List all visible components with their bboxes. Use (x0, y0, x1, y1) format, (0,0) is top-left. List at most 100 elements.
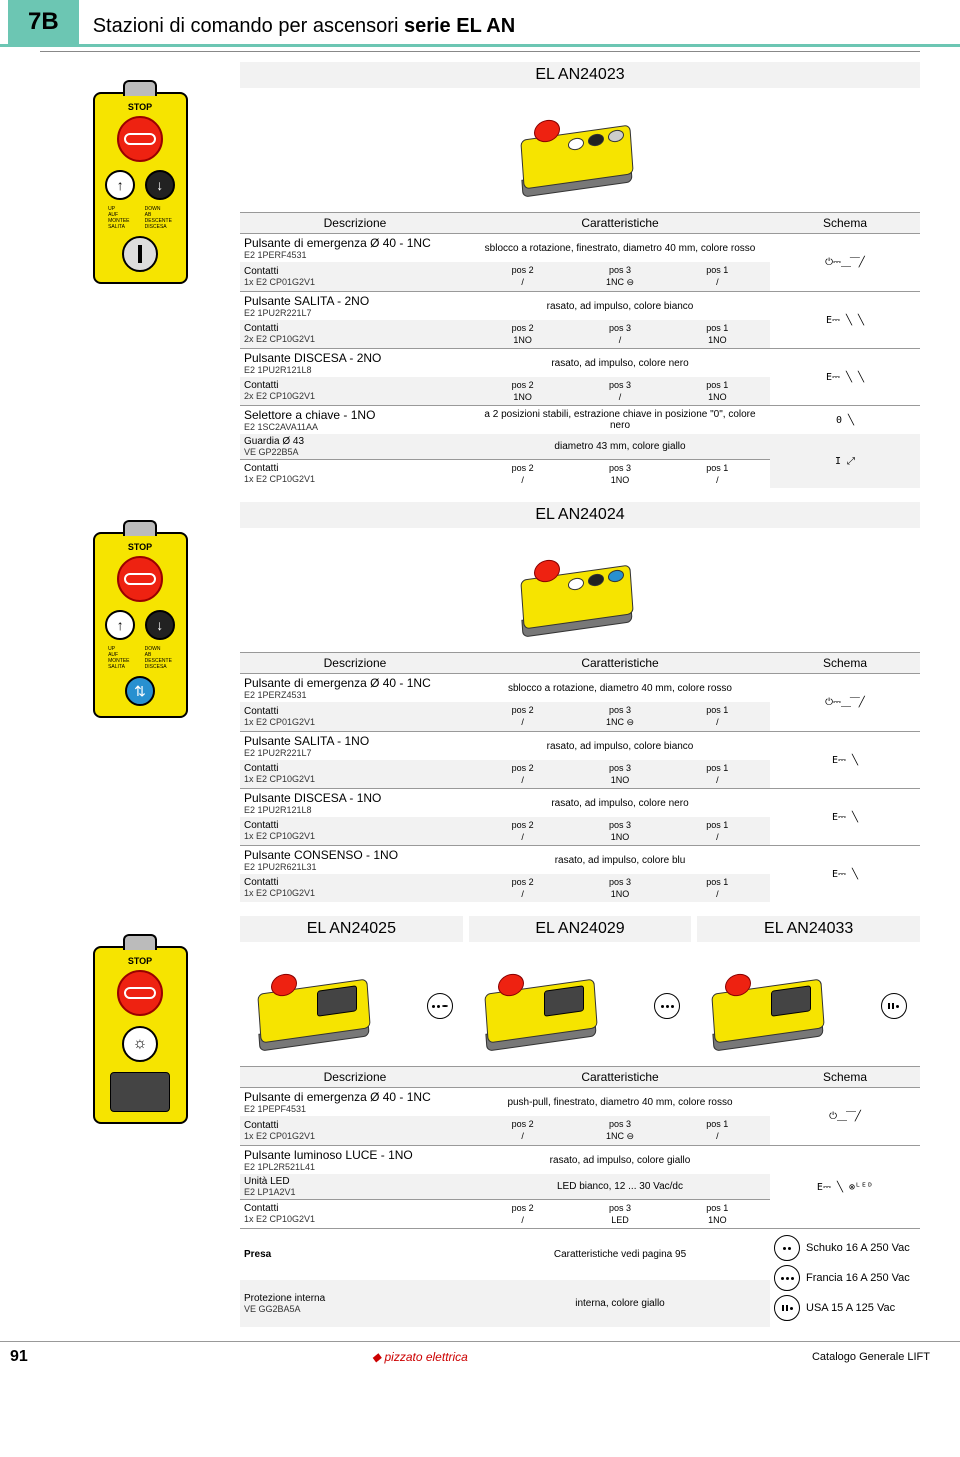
pos-val: 1NC ⊖ (571, 716, 668, 729)
presa-char: Caratteristiche vedi pagina 95 (470, 1229, 770, 1281)
row-char: diametro 43 mm, colore giallo (470, 434, 770, 460)
pos-val: 1NC ⊖ (571, 276, 668, 289)
product-iso-image (240, 532, 920, 652)
th-char: Caratteristiche (470, 653, 770, 674)
pos-lbl: pos 2 (474, 322, 571, 334)
row-char: rasato, ad impulso, colore nero (470, 349, 770, 378)
row-char: rasato, ad impulso, colore blu (470, 846, 770, 875)
pos-val: 1NO (474, 391, 571, 403)
row-desc: Pulsante luminoso LUCE - 1NO (244, 1148, 466, 1162)
title-pre: Stazioni di comando per ascensori (93, 15, 404, 37)
row-desc: Guardia Ø 43 (244, 436, 466, 447)
stop-label: STOP (101, 542, 180, 552)
row-char: rasato, ad impulso, colore nero (470, 789, 770, 818)
row-code: E2 1PU2R121L8 (244, 365, 466, 375)
schema-icon: ⏻⎓⎽⎺╱ (770, 234, 920, 292)
pos-lbl: pos 3 (571, 1202, 668, 1214)
row-desc: Pulsante DISCESA - 1NO (244, 791, 466, 805)
pos-val: 1NC ⊖ (571, 1130, 668, 1143)
pos-val: / (571, 391, 668, 403)
plug-schuko-icon (427, 993, 453, 1019)
schema-icon: ⏻⎽⎺╱ (770, 1088, 920, 1146)
pos-lbl: pos 1 (669, 1118, 766, 1130)
product-code: EL AN24024 (240, 502, 920, 528)
protezione-code: VE GG2BA5A (244, 1304, 466, 1314)
row-desc: Selettore a chiave - 1NO (244, 408, 466, 422)
schema-icon: E⎓ ╲ ╲ (770, 292, 920, 349)
pos-val: 1NO (669, 1214, 766, 1226)
contatti-code: 1x E2 CP10G2V1 (244, 831, 315, 841)
stop-button-icon (117, 116, 163, 162)
row-code: VE GP22B5A (244, 447, 466, 457)
row-desc: Pulsante di emergenza Ø 40 - 1NC (244, 676, 466, 690)
row-code: E2 1PU2R621L31 (244, 862, 466, 872)
pos-lbl: pos 1 (669, 704, 766, 716)
th-schema: Schema (770, 653, 920, 674)
row-desc: Unità LED (244, 1176, 466, 1187)
row-code: E2 1PEPF4531 (244, 1104, 466, 1114)
pos-lbl: pos 2 (474, 264, 571, 276)
socket-icon (110, 1072, 170, 1112)
pos-lbl: pos 1 (669, 819, 766, 831)
product-iso-image (240, 92, 920, 212)
pos-val: 1NO (571, 831, 668, 843)
stop-label: STOP (101, 102, 180, 112)
row-desc: Pulsante di emergenza Ø 40 - 1NC (244, 236, 466, 250)
micro-labels: UPAUFMONTEESALITADOWNABDESCENTEDISCESA (101, 646, 180, 670)
spec-table-3: DescrizioneCaratteristicheSchema Pulsant… (240, 1066, 920, 1327)
plug-usa-icon (881, 993, 907, 1019)
pos-lbl: pos 2 (474, 819, 571, 831)
row-char: rasato, ad impulso, colore bianco (470, 732, 770, 761)
row-code: E2 1PERZ4531 (244, 690, 466, 700)
pos-val: 1NO (669, 334, 766, 346)
contatti-code: 1x E2 CP01G2V1 (244, 277, 315, 287)
pos-lbl: pos 3 (571, 1118, 668, 1130)
plug-row: Francia 16 A 250 Vac (774, 1265, 916, 1291)
pos-lbl: pos 2 (474, 1202, 571, 1214)
schema-icon: E⎓ ╲ (770, 732, 920, 789)
row-desc: Pulsante di emergenza Ø 40 - 1NC (244, 1090, 466, 1104)
pos-lbl: pos 1 (669, 762, 766, 774)
plug-label: Francia 16 A 250 Vac (806, 1272, 910, 1284)
divider (40, 51, 920, 52)
row-code: E2 1PL2R521L41 (244, 1162, 466, 1172)
row-char: sblocco a rotazione, diametro 40 mm, col… (470, 674, 770, 703)
contatti-label: Contatti (244, 463, 278, 474)
plug-schuko-icon (774, 1235, 800, 1261)
light-button-icon: ☼ (122, 1026, 158, 1062)
schema-icon: I ⤢ (770, 434, 920, 488)
contatti-code: 1x E2 CP01G2V1 (244, 1131, 315, 1141)
schema-icon: ⏻⎓⎽⎺╱ (770, 674, 920, 732)
pos-val: / (474, 716, 571, 729)
product-code: EL AN24023 (240, 62, 920, 88)
pos-val: / (669, 888, 766, 900)
th-char: Caratteristiche (470, 1067, 770, 1088)
contatti-label: Contatti (244, 1203, 278, 1214)
pos-val: / (474, 831, 571, 843)
protezione-label: Protezione interna (244, 1293, 466, 1304)
pos-lbl: pos 3 (571, 379, 668, 391)
page-footer: 91 ◆ pizzato elettrica Catalogo Generale… (0, 1341, 960, 1372)
product-code: EL AN24029 (469, 916, 692, 942)
page-title: Stazioni di comando per ascensori serie … (79, 7, 515, 44)
row-code: E2 1PU2R221L7 (244, 748, 466, 758)
contatti-label: Contatti (244, 266, 278, 277)
pos-val: / (669, 474, 766, 486)
plug-label: Schuko 16 A 250 Vac (806, 1242, 910, 1254)
section-an24023: STOP ↑ ↓ UPAUFMONTEESALITADOWNABDESCENTE… (40, 62, 920, 488)
page-header: 7B Stazioni di comando per ascensori ser… (0, 0, 960, 47)
section-tab: 7B (8, 0, 79, 44)
stop-button-icon (117, 970, 163, 1016)
section-an24025: STOP ☼ EL AN24025 EL AN24029 EL AN24033 … (40, 916, 920, 1327)
plug-france-icon (774, 1265, 800, 1291)
pos-val: / (669, 831, 766, 843)
presa-label: Presa (240, 1229, 470, 1281)
pos-val: / (669, 276, 766, 289)
pos-lbl: pos 2 (474, 1118, 571, 1130)
contatti-label: Contatti (244, 706, 278, 717)
stop-label: STOP (101, 956, 180, 966)
plug-france-icon (654, 993, 680, 1019)
schema-icon: E⎓ ╲ ╲ (770, 349, 920, 406)
pos-lbl: pos 3 (571, 462, 668, 474)
contatti-label: Contatti (244, 820, 278, 831)
